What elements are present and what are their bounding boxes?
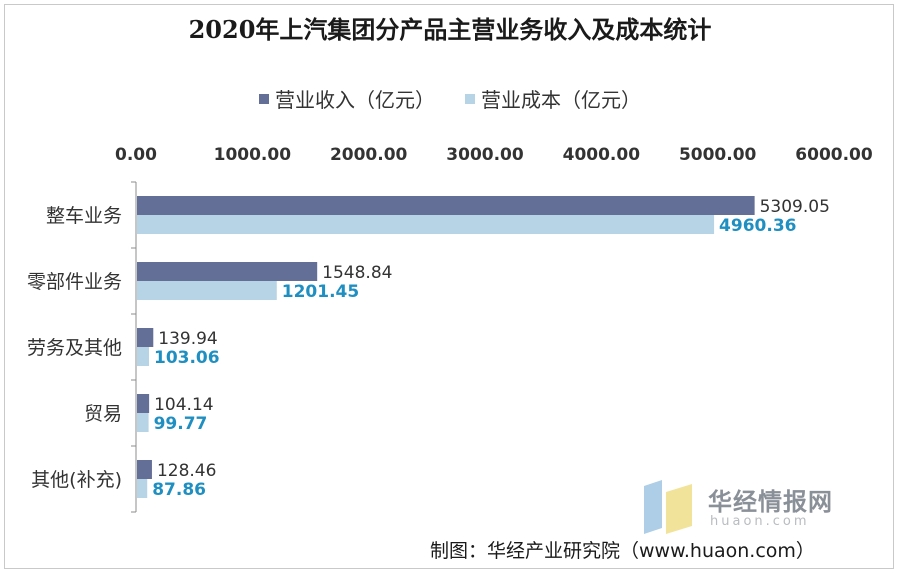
data-label: 4960.36 xyxy=(719,216,796,236)
chart-title: 2020年上汽集团分产品主营业务收入及成本统计 xyxy=(188,15,712,44)
category-label: 劳务及其他 xyxy=(27,337,122,359)
x-tick-label: 0.00 xyxy=(115,145,157,165)
bar xyxy=(137,196,755,215)
bar xyxy=(137,281,277,300)
logo-icon xyxy=(644,480,692,534)
x-tick-label: 2000.00 xyxy=(330,145,408,165)
chart-legend: 营业收入（亿元） 营业成本（亿元） xyxy=(0,84,900,113)
data-label: 1548.84 xyxy=(322,263,392,283)
watermark-name: 华经情报网 xyxy=(708,488,833,516)
bar xyxy=(137,262,318,281)
data-label: 139.94 xyxy=(158,329,217,349)
bar xyxy=(137,460,152,479)
data-label: 87.86 xyxy=(152,480,206,500)
category-label: 零部件业务 xyxy=(27,271,122,293)
data-label: 5309.05 xyxy=(760,197,830,217)
chart-source: 制图：华经产业研究院（www.huaon.com） xyxy=(430,540,815,562)
bar xyxy=(137,215,715,234)
data-label: 104.14 xyxy=(154,395,213,415)
category-label: 整车业务 xyxy=(46,205,122,227)
data-label: 128.46 xyxy=(157,461,216,481)
data-label: 103.06 xyxy=(154,348,220,368)
legend-item-cost: 营业成本（亿元） xyxy=(465,84,641,113)
legend-label-cost: 营业成本（亿元） xyxy=(481,88,641,112)
bar xyxy=(137,394,150,413)
data-label: 1201.45 xyxy=(282,282,359,302)
legend-label-revenue: 营业收入（亿元） xyxy=(275,88,435,112)
watermark-url: huaon.com xyxy=(710,514,810,529)
category-label: 其他(补充) xyxy=(31,469,122,491)
x-tick-label: 3000.00 xyxy=(446,145,524,165)
x-tick-label: 5000.00 xyxy=(679,145,757,165)
legend-item-revenue: 营业收入（亿元） xyxy=(259,84,435,113)
x-tick-label: 1000.00 xyxy=(214,145,292,165)
bar xyxy=(137,347,149,366)
x-tick-label: 4000.00 xyxy=(563,145,641,165)
legend-swatch-revenue xyxy=(259,93,269,104)
legend-swatch-cost xyxy=(465,93,475,104)
watermark-logo: 华经情报网 huaon.com xyxy=(640,478,870,540)
bar xyxy=(137,328,154,347)
x-tick-label: 6000.00 xyxy=(795,145,873,165)
bar xyxy=(137,479,148,498)
data-label: 99.77 xyxy=(154,414,208,434)
bar xyxy=(137,413,149,432)
category-label: 贸易 xyxy=(84,403,122,425)
